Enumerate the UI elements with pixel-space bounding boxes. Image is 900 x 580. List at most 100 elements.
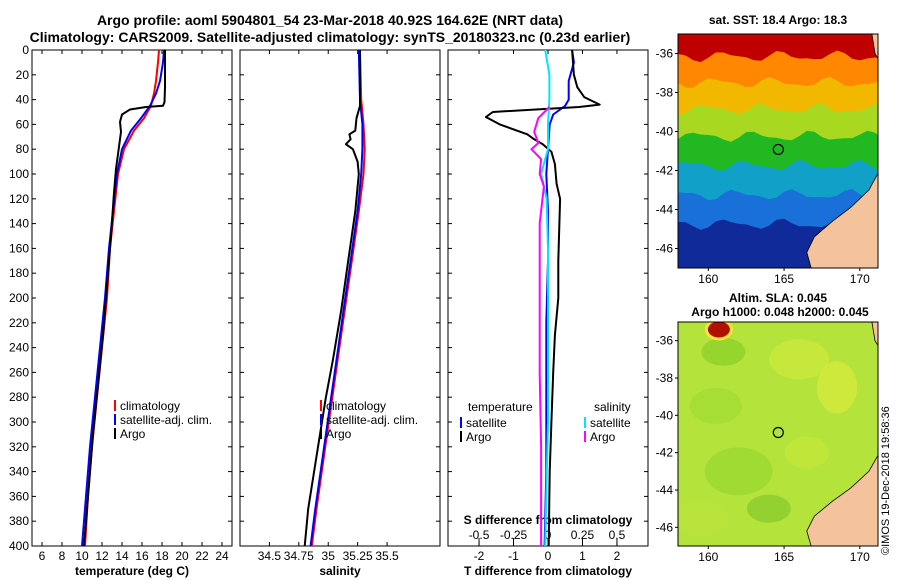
salinity-profile-xlabel: salinity [319, 564, 361, 578]
sea-surface-temperature-map-ytick-label: -40 [656, 125, 674, 139]
difference-from-climatology-series-temperature-argo [484, 49, 601, 547]
sea-level-anomaly-map-sla-patch [701, 337, 746, 366]
salinity-profile-series-climatology [310, 49, 366, 547]
temperature-profile-xtick-label: 8 [59, 549, 66, 563]
depth-tick-label: 140 [9, 217, 29, 231]
sea-level-anomaly-map-sla-patch [704, 447, 773, 496]
depth-tick-label: 60 [16, 117, 30, 131]
difference-from-climatology-top-xtick-label: -0.25 [500, 528, 528, 542]
temperature-profile-xtick-label: 6 [39, 549, 46, 563]
salinity-profile-series-satellite-adj-clim [309, 49, 364, 547]
depth-tick-label: 80 [16, 142, 30, 156]
sst-map-title: sat. SST: 18.4 Argo: 18.3 [708, 13, 848, 27]
salinity-profile-legend-swatch [320, 428, 322, 439]
difference-from-climatology-top-xtick-label: -0.5 [469, 528, 490, 542]
temperature-profile-legend-label: climatology [120, 399, 180, 413]
salinity-profile-legend-swatch [320, 414, 322, 425]
difference-from-climatology-legend-label: satellite [466, 416, 507, 430]
temperature-profile-xtick-label: 14 [115, 549, 129, 563]
sea-surface-temperature-map-xtick-label: 170 [850, 272, 870, 286]
sea-level-anomaly-map-ytick-label: -36 [656, 334, 674, 348]
sea-level-anomaly-map-frame [677, 321, 879, 547]
depth-tick-label: 280 [9, 390, 29, 404]
difference-from-climatology-legend-title-temperature: temperature [468, 400, 533, 414]
difference-from-climatology-legend-label: Argo [466, 430, 492, 444]
temperature-profile-series-satellite-adj-clim [81, 49, 165, 547]
temperature-profile-xtick-label: 16 [135, 549, 149, 563]
temperature-profile-legend-swatch [114, 400, 116, 411]
temperature-profile-xtick-label: 18 [155, 549, 169, 563]
depth-tick-label: 180 [9, 266, 29, 280]
imos-timestamp: ©IMOS 19-Dec-2018 19:58:36 [880, 406, 892, 555]
sla-map-title-line2: Argo h1000: 0.048 h2000: 0.045 [691, 305, 869, 319]
temperature-profile-legend-label: Argo [120, 427, 146, 441]
sea-surface-temperature-map-ytick-label: -42 [656, 164, 674, 178]
sea-level-anomaly-map-xtick-label: 165 [774, 550, 794, 564]
sea-surface-temperature-map-land [871, 34, 878, 60]
sea-level-anomaly-map-land [871, 322, 878, 347]
difference-from-climatology-top-xtick-label: 0.5 [609, 528, 626, 542]
salinity-profile-xtick-label: 35.5 [375, 549, 399, 563]
sea-level-anomaly-map-xtick-label: 170 [850, 550, 870, 564]
difference-from-climatology-legend-swatch [460, 431, 462, 442]
salinity-profile-panel: 34.5 34.75 35 35.25 35.5 salinity climatologys… [239, 49, 441, 578]
sea-surface-temperature-map: -36 -38 -40 -42 -44 -46 160 165 170 [656, 33, 879, 286]
depth-tick-label: 0 [22, 43, 29, 57]
temperature-profile-xtick-label: 24 [215, 549, 229, 563]
difference-from-climatology-xtick-label: -1 [508, 549, 519, 563]
sea-level-anomaly-map-ytick-label: -46 [656, 520, 674, 534]
depth-tick-label: 260 [9, 365, 29, 379]
difference-from-climatology-legend-swatch [584, 417, 586, 428]
temperature-profile-xtick-label: 10 [75, 549, 89, 563]
sea-level-anomaly-map-sla-patch [746, 494, 791, 523]
salinity-profile-xtick-label: 34.75 [284, 549, 314, 563]
sea-level-anomaly-map-field [678, 322, 878, 546]
difference-from-climatology-legend-swatch [584, 431, 586, 442]
sea-surface-temperature-map-ytick-label: -36 [656, 47, 674, 61]
sea-level-anomaly-map-ytick-label: -40 [656, 408, 674, 422]
sea-surface-temperature-map-field [678, 34, 878, 268]
salinity-profile-xtick-label: 34.5 [258, 549, 282, 563]
temperature-profile-legend-swatch [114, 414, 116, 425]
sea-surface-temperature-map-land [806, 172, 878, 268]
sea-level-anomaly-map-xtick-label: 160 [698, 550, 718, 564]
temperature-profile-legend-label: satellite-adj. clim. [120, 413, 212, 427]
difference-from-climatology-legend-title-salinity: salinity [594, 400, 631, 414]
temperature-profile-series-argo [83, 50, 166, 547]
sea-surface-temperature-map-ytick-label: -44 [656, 203, 674, 217]
difference-from-climatology-legend-swatch [460, 417, 462, 428]
difference-from-climatology-xtick-label: -2 [474, 549, 485, 563]
difference-from-climatology-xtick-label: 2 [614, 549, 621, 563]
sea-level-anomaly-map-eddy [707, 322, 730, 338]
salinity-profile-xtick-label: 35 [322, 549, 336, 563]
difference-from-climatology-legend-label: Argo [590, 430, 616, 444]
depth-tick-label: 20 [16, 68, 30, 82]
sea-level-anomaly-map: -36 -38 -40 -42 -44 -46 160 165 170 [656, 321, 879, 564]
sea-level-anomaly-map-sla-patch [784, 436, 829, 469]
difference-from-climatology-top-xtick-label: 0.25 [571, 528, 595, 542]
temperature-profile-xtick-label: 20 [175, 549, 189, 563]
salinity-profile-legend-label: Argo [326, 427, 352, 441]
profile-title-line2: Climatology: CARS2009. Satellite-adjuste… [29, 29, 631, 45]
depth-tick-label: 160 [9, 241, 29, 255]
temperature-profile-frame [31, 49, 233, 547]
temperature-profile-xlabel: temperature (deg C) [75, 564, 189, 578]
sea-level-anomaly-map-argo-location [772, 426, 784, 439]
sea-surface-temperature-map-xtick-label: 165 [774, 272, 794, 286]
sea-level-anomaly-map-sla-patch [817, 361, 858, 414]
salinity-profile-frame [239, 49, 441, 547]
difference-from-climatology-xlabel: T difference from climatology [464, 564, 632, 578]
sea-surface-temperature-map-xtick-label: 160 [698, 272, 718, 286]
salinity-profile-legend-label: satellite-adj. clim. [326, 413, 418, 427]
difference-from-climatology-series-salinity-satellite [540, 49, 551, 547]
sea-level-anomaly-map-sla-patch [769, 339, 830, 380]
depth-tick-label: 200 [9, 291, 29, 305]
sea-level-anomaly-map-ytick-label: -38 [656, 371, 674, 385]
difference-from-climatology-xtick-label: 0 [545, 549, 552, 563]
sla-map-title-line1: Altim. SLA: 0.045 [728, 291, 828, 305]
difference-from-climatology-xtick-label: 1 [579, 549, 586, 563]
depth-tick-label: 360 [9, 489, 29, 503]
salinity-profile-legend-swatch [320, 400, 322, 411]
